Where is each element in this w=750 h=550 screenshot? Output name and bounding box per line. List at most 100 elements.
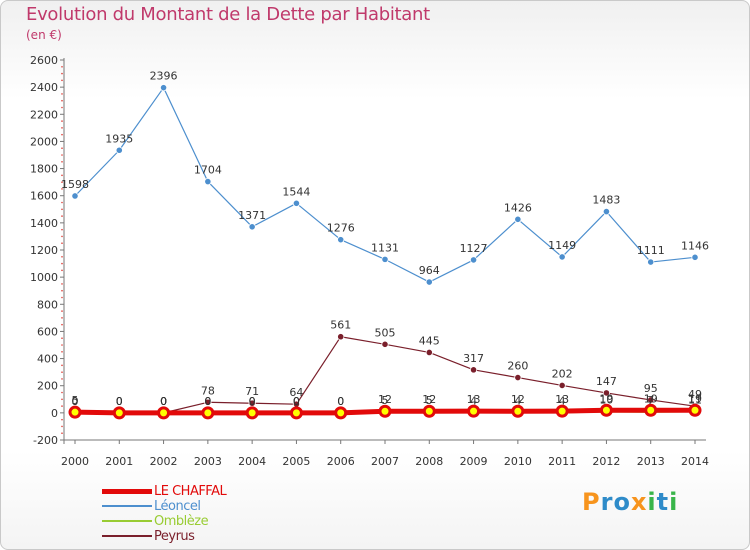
x-tick-label: 2003 [194, 455, 222, 468]
data-label: 1127 [460, 242, 488, 255]
data-label: 0 [72, 395, 79, 408]
data-label: 0 [116, 395, 123, 408]
y-tick-label: -200 [33, 434, 58, 447]
y-tick-label: 400 [37, 353, 58, 366]
data-label: 0 [160, 395, 167, 408]
data-point [599, 403, 613, 417]
data-label: 4 [514, 394, 521, 407]
y-tick-label: 2600 [30, 54, 58, 67]
y-minor-tick [61, 99, 63, 102]
data-label: 0 [249, 395, 256, 408]
data-label: 12 [378, 393, 392, 406]
y-minor-tick [61, 289, 63, 292]
data-label: 0 [160, 395, 167, 408]
data-label: 0 [72, 395, 79, 408]
legend-swatch [102, 535, 152, 537]
data-label: 1704 [194, 164, 222, 177]
data-point [647, 258, 655, 266]
x-tick-label: 2000 [61, 455, 89, 468]
y-minor-tick [61, 133, 63, 136]
x-tick-label: 2013 [637, 455, 665, 468]
data-label: 505 [375, 326, 396, 339]
data-label: 1935 [105, 132, 133, 145]
data-label: 0 [337, 395, 344, 408]
y-minor-tick [61, 160, 63, 163]
data-label: 19 [688, 392, 702, 405]
y-minor-tick [61, 317, 63, 319]
y-tick-label: 200 [37, 380, 58, 393]
y-tick-label: 1600 [30, 190, 58, 203]
y-minor-tick [61, 262, 63, 265]
data-label: 1598 [61, 178, 89, 191]
data-label: 1131 [371, 241, 399, 254]
data-label: 0 [116, 395, 123, 408]
y-minor-tick [61, 344, 63, 346]
data-label: 78 [201, 384, 215, 397]
y-minor-tick [61, 242, 63, 245]
data-label: 147 [596, 375, 617, 388]
data-label: 49 [688, 388, 702, 401]
data-label: 1111 [637, 244, 665, 257]
y-minor-tick [61, 364, 63, 367]
y-minor-tick [61, 283, 63, 285]
x-tick-label: 2014 [681, 455, 709, 468]
data-point [115, 146, 123, 154]
data-point [688, 403, 702, 417]
data-point [469, 366, 478, 374]
data-label: 19 [644, 392, 658, 405]
data-label: 10 [599, 394, 613, 407]
y-minor-tick [61, 174, 63, 177]
data-point [245, 406, 259, 420]
data-label: 13 [467, 393, 481, 406]
data-label: 0 [293, 395, 300, 408]
data-point [289, 406, 303, 420]
legend-swatch [102, 488, 152, 494]
legend-label: Léoncel [154, 499, 201, 514]
x-tick-label: 2010 [504, 455, 532, 468]
y-minor-tick [61, 127, 63, 129]
y-minor-tick [61, 405, 63, 407]
x-tick-label: 2004 [238, 455, 266, 468]
data-label: 317 [463, 352, 484, 365]
data-label: 1426 [504, 201, 532, 214]
data-point [292, 199, 301, 207]
data-point [425, 278, 433, 286]
data-point [381, 340, 389, 348]
legend-swatch [102, 505, 152, 507]
data-label: 12 [422, 393, 436, 406]
y-tick-label: 0 [51, 407, 58, 420]
data-point [337, 236, 345, 244]
brand-logo: Proxiti [582, 488, 679, 516]
x-tick-label: 2009 [460, 455, 488, 468]
y-minor-tick [61, 235, 63, 238]
data-label: 4 [470, 394, 477, 407]
legend-swatch [102, 520, 152, 522]
data-label: 0 [204, 395, 211, 408]
data-point [248, 223, 256, 231]
data-point [71, 192, 79, 200]
data-label: 64 [289, 386, 303, 399]
data-point [514, 373, 522, 382]
y-minor-tick [61, 371, 63, 373]
legend-label: Omblèze [154, 514, 209, 529]
data-point [204, 398, 212, 406]
series-leoncel [71, 84, 699, 286]
data-label: 0 [204, 395, 211, 408]
data-point [511, 404, 525, 418]
data-label: 260 [507, 360, 528, 373]
y-tick-label: 800 [37, 298, 58, 311]
x-tick-label: 2012 [592, 455, 620, 468]
y-minor-tick [61, 391, 63, 394]
y-tick-label: 1000 [30, 271, 58, 284]
y-minor-tick [61, 228, 63, 231]
data-label: 1149 [548, 239, 576, 252]
data-label: 5 [426, 394, 433, 407]
y-minor-tick [61, 323, 63, 326]
y-tick-label: 2000 [30, 135, 58, 148]
y-minor-tick [61, 269, 63, 272]
data-label: 7 [647, 394, 654, 407]
data-point [201, 406, 215, 420]
data-label: 71 [245, 385, 259, 398]
data-label: 0 [249, 395, 256, 408]
